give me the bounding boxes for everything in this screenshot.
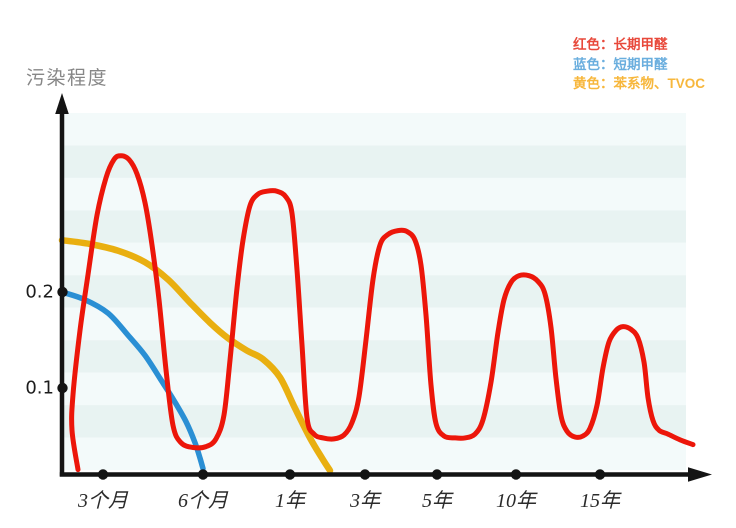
y-axis-arrowhead — [55, 93, 69, 114]
stripe-band — [64, 307, 686, 341]
axes — [55, 93, 712, 482]
y-axis-tick-label: 0.1 — [25, 377, 54, 399]
y-axis-tick-label: 0.2 — [25, 281, 54, 303]
x-axis-arrowhead — [688, 467, 712, 482]
stripe-band — [64, 177, 686, 211]
stripe-band — [64, 405, 686, 438]
curves — [58, 153, 696, 474]
x-axis-tick-label: 6个月 — [178, 490, 228, 512]
y-axis-tick-dot — [57, 286, 68, 298]
x-axis-tick-dot — [284, 469, 296, 480]
stripe-band — [64, 437, 686, 470]
axis-tick-dots — [57, 286, 606, 480]
long-term-formaldehyde-curve — [69, 153, 696, 473]
x-axis-tick-dot — [594, 469, 606, 480]
stripe-band — [64, 113, 686, 146]
stripe-band — [64, 340, 686, 373]
x-axis-tick-label: 1年 — [275, 490, 305, 512]
stripe-band — [64, 145, 686, 178]
legend: 红色：长期甲醛 蓝色：短期甲醛 黄色：苯系物、TVOC — [573, 35, 705, 94]
legend-item-short-term-formaldehyde: 蓝色：短期甲醛 — [573, 56, 668, 72]
stripe-band — [64, 210, 686, 243]
legend-item-long-term-formaldehyde: 红色：长期甲醛 — [573, 37, 668, 52]
x-axis-tick-dot — [197, 469, 209, 480]
x-axis-tick-label: 15年 — [580, 490, 620, 512]
x-axis-tick-dot — [359, 469, 371, 480]
y-axis-title: 污染程度 — [26, 68, 109, 89]
x-axis-tick-dot — [510, 469, 522, 480]
x-axis-tick-dot — [431, 469, 443, 480]
x-axis-tick-dot — [97, 469, 109, 480]
y-axis-tick-dot — [57, 382, 68, 394]
x-axis-tick-label: 5年 — [422, 490, 452, 512]
tvoc-benzene-curve — [58, 236, 334, 474]
legend-item-tvoc-benzene: 黄色：苯系物、TVOC — [573, 76, 706, 91]
x-axis-tick-label: 10年 — [496, 490, 536, 512]
x-axis-tick-label: 3年 — [350, 490, 380, 512]
x-axis-tick-label: 3个月 — [78, 490, 128, 512]
